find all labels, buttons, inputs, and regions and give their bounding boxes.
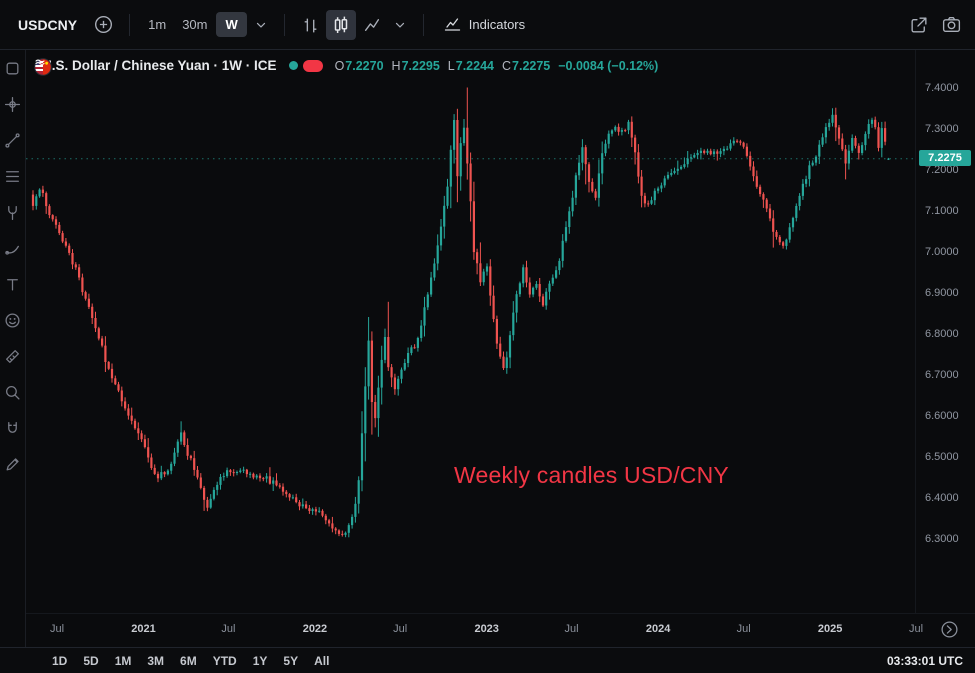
toolbar-separator: [129, 13, 131, 36]
candlestick-chart[interactable]: [26, 50, 915, 613]
price-tick-label: 7.3000: [925, 123, 959, 135]
range-button-1Y[interactable]: 1Y: [247, 652, 274, 670]
time-tick-label: 2023: [474, 623, 499, 635]
indicators-label: Indicators: [468, 17, 526, 32]
chart-type-chevron-icon[interactable]: [388, 13, 412, 37]
range-button-3M[interactable]: 3M: [141, 652, 170, 670]
candle-chart-type-icon[interactable]: [325, 9, 356, 40]
time-tick-label: Jul: [393, 623, 408, 635]
interval-button-1m[interactable]: 1m: [141, 12, 173, 37]
price-tick-label: 6.9000: [925, 287, 959, 299]
interval-button-30m[interactable]: 30m: [175, 12, 214, 37]
price-tick-label: 6.8000: [925, 328, 959, 340]
time-axis[interactable]: Jul 2021 Jul 2022 Jul 2023 Jul 2024 Jul 2025 Jul: [26, 613, 975, 648]
range-button-6M[interactable]: 6M: [174, 652, 203, 670]
indicators-button[interactable]: Indicators: [435, 9, 533, 41]
price-tick-label: 6.4000: [925, 492, 959, 504]
price-axis[interactable]: 7.4000 7.3000 7.2000 7.1000 7.0000 6.9000 6.80…: [915, 50, 975, 613]
compare-add-icon[interactable]: [89, 10, 118, 39]
interval-button-W[interactable]: W: [216, 12, 247, 37]
market-status-icon[interactable]: [288, 61, 298, 70]
price-tick-label: 7.2000: [925, 164, 959, 176]
interval-group: 1m 30m W: [141, 12, 247, 37]
time-tick-label: Jul: [909, 623, 924, 635]
time-tick-label: 2025: [817, 623, 843, 635]
range-button-All[interactable]: All: [308, 652, 335, 670]
chart-annotation[interactable]: Weekly candles USD/CNY: [454, 462, 729, 488]
last-price-label: 7.2275: [919, 149, 971, 166]
time-tick-label: 2021: [131, 623, 156, 635]
time-tick-label: Jul: [564, 623, 579, 635]
brush-icon[interactable]: [3, 238, 23, 258]
price-tick-label: 7.0000: [925, 246, 959, 258]
time-tick-label: 2022: [302, 623, 328, 635]
time-tick-label: Jul: [49, 623, 65, 635]
price-tick-label: 6.7000: [925, 369, 959, 381]
bar-chart-type-icon[interactable]: [296, 11, 324, 39]
time-tick-label: Jul: [221, 623, 236, 635]
drawing-toolbar: [0, 50, 26, 647]
pencil-icon[interactable]: [3, 454, 23, 474]
footer-bar: 1D 5D 1M 3M 6M YTD 1Y 5Y All 03:33:01 UTC: [0, 647, 975, 673]
range-button-YTD[interactable]: YTD: [207, 652, 243, 670]
date-range-group: 1D 5D 1M 3M 6M YTD 1Y 5Y All: [46, 652, 335, 670]
delayed-data-icon[interactable]: [35, 59, 323, 72]
text-icon[interactable]: [3, 274, 23, 294]
toolbar-separator: [422, 13, 424, 36]
legend-ohlc: O 7.2270 H 7.2295 L 7.2244 C 7.2275 −0.0084 …: [334, 58, 659, 73]
price-tick-label: 6.6000: [925, 410, 959, 422]
price-tick-label: 6.5000: [925, 451, 959, 463]
toolbar-separator: [283, 13, 285, 36]
range-button-5D[interactable]: 5D: [77, 652, 104, 670]
toolbox-icon[interactable]: [3, 58, 23, 78]
indicators-icon: [443, 14, 462, 36]
clock[interactable]: 03:33:01 UTC: [886, 653, 963, 668]
symbol-button[interactable]: USDCNY: [8, 11, 87, 39]
interval-chevron-icon[interactable]: [249, 13, 273, 37]
time-tick-label: Jul: [736, 623, 751, 635]
range-button-5Y[interactable]: 5Y: [277, 652, 304, 670]
time-tick-label: 2024: [645, 623, 671, 635]
camera-icon[interactable]: [936, 9, 967, 40]
pitchfork-icon[interactable]: [3, 202, 23, 222]
share-icon[interactable]: [904, 10, 934, 40]
legend-change: −0.0084 (−0.12%): [558, 58, 659, 73]
price-tick-label: 7.1000: [925, 205, 959, 217]
zoom-icon[interactable]: [3, 382, 23, 402]
legend-symbol-title[interactable]: U.S. Dollar / Chinese Yuan · 1W · ICE: [42, 58, 277, 73]
ruler-icon[interactable]: [3, 346, 23, 366]
trend-line-icon[interactable]: [3, 130, 23, 150]
magnet-icon[interactable]: [3, 418, 23, 438]
range-button-1M[interactable]: 1M: [109, 652, 138, 670]
fib-retracement-icon[interactable]: [3, 166, 23, 186]
top-toolbar: USDCNY 1m 30m W: [0, 0, 975, 50]
price-tick-label: 7.4000: [925, 82, 959, 94]
emoji-icon[interactable]: [3, 310, 23, 330]
area-chart-type-icon[interactable]: [358, 11, 386, 39]
scroll-to-realtime-icon[interactable]: [940, 620, 959, 642]
crosshair-icon[interactable]: [3, 94, 23, 114]
range-button-1D[interactable]: 1D: [46, 652, 73, 670]
price-tick-label: 6.3000: [925, 533, 959, 545]
